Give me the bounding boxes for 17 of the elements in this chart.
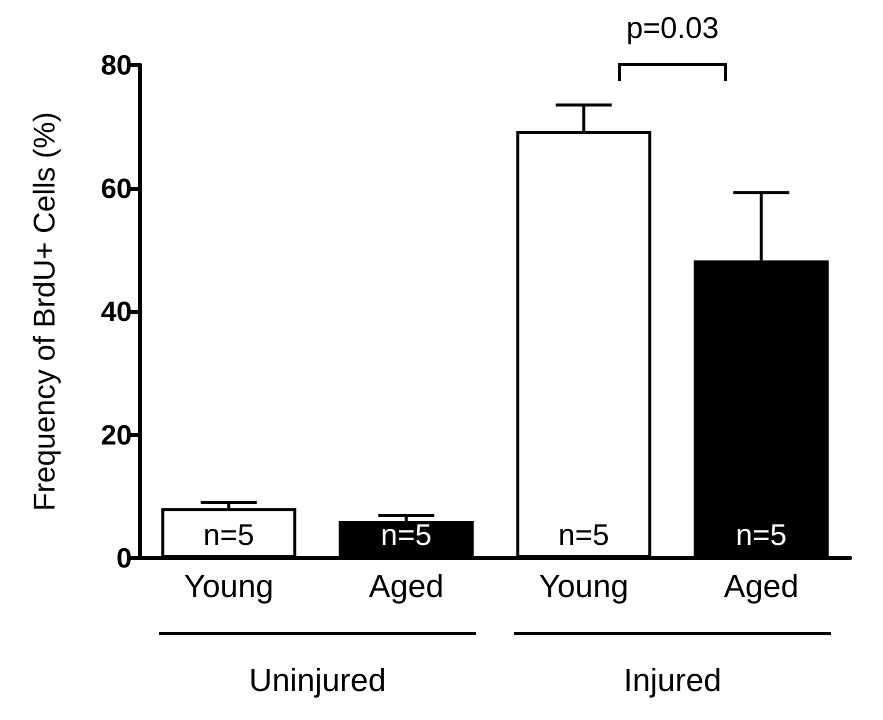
x-tick-label: Aged <box>368 568 444 604</box>
text: p=0.03 <box>625 12 720 46</box>
x-tick-label: Aged <box>724 568 799 604</box>
y-tick-label: 40 <box>100 296 132 327</box>
y-tick-label: 0 <box>116 542 132 574</box>
y-tick-label: 80 <box>100 50 132 80</box>
x-tick-label: Young <box>538 568 629 604</box>
y-axis-title: Frequency of BrdU+ Cells (%) <box>28 112 62 512</box>
annotation: n=5 <box>557 518 610 554</box>
annotation: n=5 <box>380 518 433 554</box>
annotation: n=5 <box>202 518 256 554</box>
y-tick-label: 60 <box>100 172 132 204</box>
y-tick-label: 20 <box>100 419 132 450</box>
x-tick-label: Young <box>184 568 274 604</box>
annotation: n=5 <box>734 518 788 554</box>
text: Injured <box>622 662 722 699</box>
text: Uninjured <box>248 662 387 699</box>
